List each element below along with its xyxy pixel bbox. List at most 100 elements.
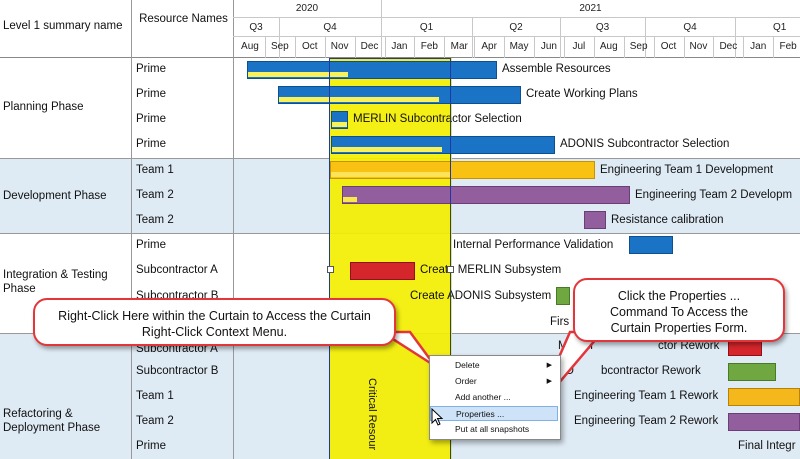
- month-divider: [355, 36, 356, 58]
- month-header: Nov: [330, 41, 349, 52]
- month-header: Jan: [750, 41, 767, 52]
- quarter-header: Q2: [509, 22, 523, 33]
- menu-item-label: Add another ...: [455, 392, 511, 402]
- resource-name: Prime: [136, 239, 167, 251]
- task-label: Create Working Plans: [526, 88, 638, 100]
- task-bar[interactable]: [350, 262, 415, 280]
- resource-names-header: Resource Names: [139, 13, 228, 25]
- submenu-arrow-icon: ▶: [546, 362, 552, 369]
- left-callout-pointer: [380, 330, 437, 368]
- month-header: May: [509, 41, 529, 52]
- task-bar[interactable]: [584, 211, 606, 229]
- month-divider: [564, 36, 565, 58]
- task-bar[interactable]: [629, 236, 673, 254]
- quarter-divider: [381, 17, 382, 58]
- resource-name: Prime: [136, 63, 167, 75]
- resource-name: Team 1: [136, 164, 174, 176]
- col-divider-2: [233, 0, 234, 459]
- task-label: bcontractor Rework: [601, 365, 701, 377]
- task-label: Internal Performance Validation: [453, 239, 614, 251]
- resource-name: Team 2: [136, 415, 174, 427]
- month-header: Jul: [572, 41, 586, 52]
- month-header: Feb: [779, 41, 797, 52]
- resource-name: Prime: [136, 138, 167, 150]
- month-divider: [414, 36, 415, 58]
- resource-name: Subcontractor A: [136, 343, 218, 354]
- month-divider: [295, 36, 296, 58]
- menu-item-delete[interactable]: Delete ▶: [430, 358, 558, 373]
- month-divider: [534, 36, 535, 58]
- menu-item-properties[interactable]: Properties ...: [430, 406, 558, 421]
- month-divider: [713, 36, 714, 58]
- task-bar[interactable]: [728, 363, 776, 381]
- month-header: Dec: [360, 41, 379, 52]
- header-bottom-line: [0, 57, 800, 58]
- task-label: Assemble Resources: [502, 63, 611, 75]
- year-underline: [233, 17, 800, 18]
- curtain-resize-handle[interactable]: [447, 266, 454, 273]
- task-progress: [343, 197, 357, 202]
- task-progress: [332, 122, 347, 127]
- task-bar[interactable]: [556, 287, 570, 305]
- quarter-header: Q1: [773, 22, 787, 33]
- task-label: MERLIN Subcontractor Selection: [353, 113, 522, 125]
- menu-item-label: Properties ...: [456, 409, 505, 419]
- curtain-label: Critical Resour: [366, 378, 378, 451]
- quarter-divider: [560, 17, 561, 58]
- quarter-divider: [645, 17, 646, 58]
- menu-item-add-another[interactable]: Add another ...: [430, 390, 558, 405]
- quarter-header: Q4: [683, 22, 697, 33]
- year-2020: 2020: [295, 3, 319, 14]
- left-callout: Right-Click Here within the Curtain to A…: [33, 298, 396, 346]
- resource-name: Prime: [136, 440, 167, 452]
- month-divider: [773, 36, 774, 58]
- month-divider: [684, 36, 685, 58]
- month-header: Apr: [481, 41, 497, 52]
- task-bar[interactable]: [728, 413, 800, 431]
- resource-name: Team 1: [136, 390, 174, 402]
- task-label: Engineering Team 2 Developm: [635, 189, 793, 201]
- month-header: Nov: [689, 41, 708, 52]
- menu-item-put-at-all-snapshots[interactable]: Put at all snapshots: [430, 422, 558, 437]
- month-divider: [743, 36, 744, 58]
- group-label-integration: Integration & Testing Phase: [3, 269, 108, 295]
- resource-name: Prime: [136, 88, 167, 100]
- month-header: Aug: [241, 41, 259, 52]
- task-label: Firs: [550, 316, 570, 328]
- task-label: Create MERLIN Subsystem: [420, 264, 562, 276]
- month-header: Jan: [391, 41, 408, 52]
- month-header: Oct: [660, 41, 677, 52]
- month-header: Oct: [301, 41, 318, 52]
- menu-item-label: Order: [455, 376, 477, 386]
- task-label: ADONIS Subcontractor Selection: [560, 138, 730, 150]
- month-divider: [624, 36, 625, 58]
- task-progress: [331, 172, 451, 177]
- menu-item-label: Put at all snapshots: [455, 424, 530, 434]
- task-label: Engineering Team 1 Rework: [574, 390, 719, 402]
- level1-summary-header: Level 1 summary name: [3, 20, 123, 32]
- col-divider-1: [131, 0, 132, 459]
- resource-name: Subcontractor A: [136, 264, 218, 276]
- month-header: Mar: [450, 41, 468, 52]
- menu-item-order[interactable]: Order ▶: [430, 374, 558, 389]
- quarter-divider: [472, 17, 473, 58]
- task-bar[interactable]: [728, 388, 800, 406]
- submenu-arrow-icon: ▶: [546, 378, 552, 385]
- curtain-resize-handle[interactable]: [327, 266, 334, 273]
- month-header: Sep: [270, 41, 289, 52]
- month-header: Feb: [420, 41, 438, 52]
- month-divider: [654, 36, 655, 58]
- month-header: Aug: [599, 41, 618, 52]
- month-header: Jun: [540, 41, 557, 52]
- quarter-header: Q1: [419, 22, 434, 33]
- resource-name: Team 2: [136, 214, 174, 226]
- mouse-cursor-icon: [431, 408, 444, 426]
- task-label: Engineering Team 2 Rework: [574, 415, 719, 427]
- task-progress: [248, 72, 348, 77]
- task-label: Final Integr: [738, 440, 796, 452]
- task-progress: [279, 97, 439, 102]
- resource-name: Prime: [136, 113, 167, 125]
- month-divider: [325, 36, 326, 58]
- task-bar[interactable]: [342, 186, 630, 204]
- month-divider: [474, 36, 475, 58]
